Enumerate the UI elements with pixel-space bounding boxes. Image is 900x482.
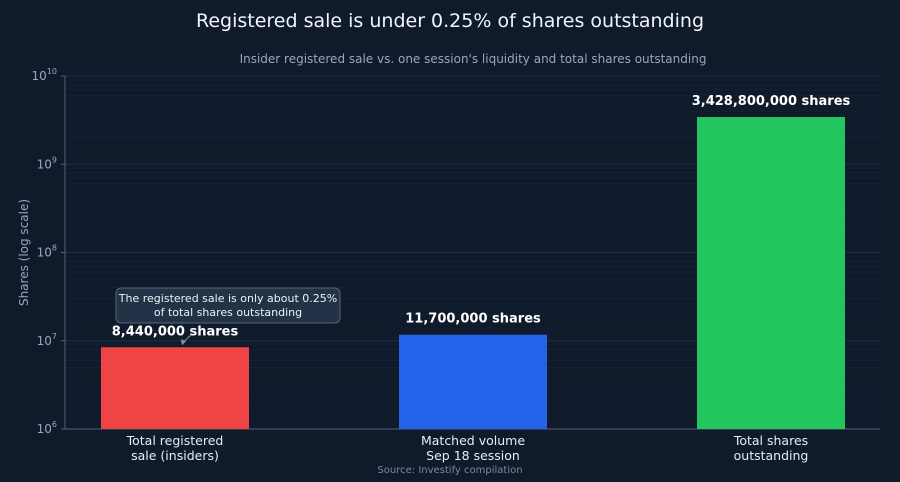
- x-category-label: sale (insiders): [131, 448, 219, 463]
- bar: [101, 347, 249, 429]
- y-tick-label: 107: [37, 332, 57, 348]
- y-tick-label: 106: [37, 420, 57, 436]
- y-tick-label: 109: [37, 155, 57, 171]
- annotation-text: of total shares outstanding: [154, 306, 302, 319]
- bar-value-label: 8,440,000 shares: [112, 324, 239, 339]
- bar-value-label: 3,428,800,000 shares: [692, 94, 851, 109]
- bar-value-label: 11,700,000 shares: [405, 312, 541, 327]
- bar: [697, 117, 845, 429]
- x-category-label: Total shares: [733, 433, 808, 448]
- x-category-label: outstanding: [734, 448, 809, 463]
- y-tick-label: 1010: [32, 67, 57, 83]
- x-category-label: Matched volume: [421, 433, 525, 448]
- source-note: Source: Investify compilation: [377, 465, 523, 476]
- y-tick-label: 108: [37, 244, 57, 260]
- chart-subtitle: Insider registered sale vs. one session'…: [239, 52, 707, 66]
- annotation-text: The registered sale is only about 0.25%: [118, 292, 337, 305]
- chart-title: Registered sale is under 0.25% of shares…: [196, 10, 704, 32]
- x-category-label: Total registered: [126, 433, 224, 448]
- annotation-arrowhead: [181, 339, 186, 346]
- y-axis-label: Shares (log scale): [17, 199, 31, 306]
- annotation-box: [115, 287, 341, 324]
- x-category-label: Sep 18 session: [426, 448, 520, 463]
- bar: [399, 334, 547, 429]
